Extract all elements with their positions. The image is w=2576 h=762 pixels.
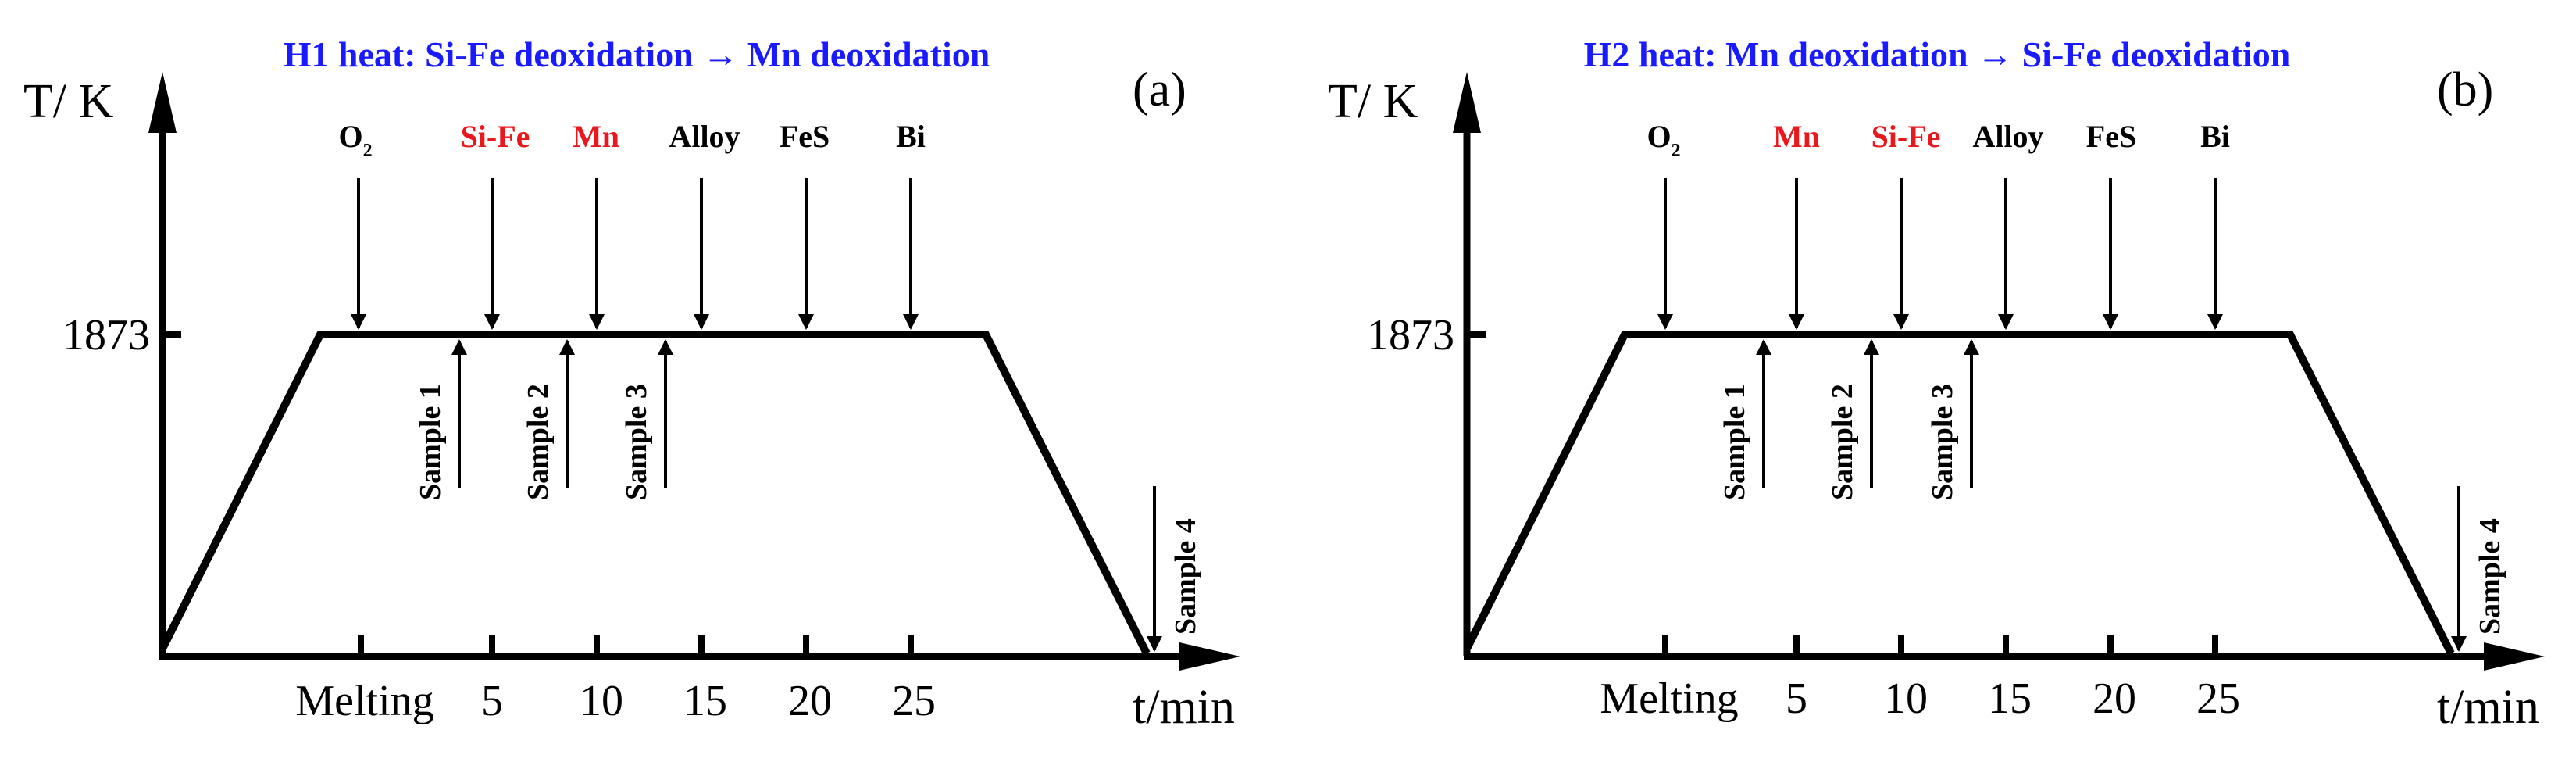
panel-label: (b) bbox=[2437, 63, 2493, 116]
sample-label: Sample 2 bbox=[1826, 384, 1859, 500]
sample-label: Sample 4 bbox=[2474, 518, 2506, 635]
temperature-profile bbox=[1463, 331, 2455, 656]
addition-label: Si-Fe bbox=[461, 119, 530, 154]
addition-label: O2 bbox=[1647, 119, 1680, 161]
addition-label: Alloy bbox=[1972, 119, 2043, 154]
y-axis-arrowhead bbox=[148, 72, 177, 133]
x-tick-label: 20 bbox=[2093, 674, 2136, 723]
panel-label: (a) bbox=[1133, 63, 1186, 116]
x-axis-label: t/min bbox=[1133, 681, 1235, 734]
y-tick-label: 1873 bbox=[62, 311, 150, 360]
panel-a: H1 heat: Si-Fe deoxidation → Mn deoxidat… bbox=[23, 34, 1240, 734]
sample-label: Sample 3 bbox=[1926, 384, 1959, 500]
y-axis-label: T/ K bbox=[23, 75, 114, 128]
sample-label: Sample 1 bbox=[1718, 384, 1751, 500]
x-tick-label: 10 bbox=[580, 677, 623, 725]
x-tick-label: 5 bbox=[1786, 674, 1807, 723]
x-tick-label: 15 bbox=[1988, 674, 2032, 723]
addition-label: Alloy bbox=[669, 119, 740, 154]
x-axis-label: t/min bbox=[2437, 681, 2539, 734]
addition-label: Mn bbox=[1773, 119, 1820, 154]
y-axis-label: T/ K bbox=[1328, 75, 1418, 128]
sample-label: Sample 4 bbox=[1169, 518, 1202, 635]
x-tick-label: Melting bbox=[1600, 674, 1738, 723]
panel-title: H1 heat: Si-Fe deoxidation → Mn deoxidat… bbox=[284, 34, 990, 74]
addition-label: Si-Fe bbox=[1871, 119, 1941, 154]
addition-label: FeS bbox=[2086, 119, 2136, 154]
sample-label: Sample 1 bbox=[414, 384, 447, 500]
addition-label: Mn bbox=[573, 119, 619, 154]
x-tick-label: 5 bbox=[481, 677, 503, 725]
x-tick-label: 25 bbox=[892, 677, 936, 725]
x-tick-label: 20 bbox=[788, 677, 832, 725]
y-axis-arrowhead bbox=[1453, 72, 1481, 133]
sample-label: Sample 2 bbox=[522, 384, 555, 500]
x-tick-label: 10 bbox=[1884, 674, 1928, 723]
sample-label: Sample 3 bbox=[620, 384, 653, 500]
addition-label: O2 bbox=[338, 119, 372, 161]
addition-label: FeS bbox=[780, 119, 830, 154]
panel-title: H2 heat: Mn deoxidation → Si-Fe deoxidat… bbox=[1584, 34, 2291, 74]
panel-b: H2 heat: Mn deoxidation → Si-Fe deoxidat… bbox=[1328, 34, 2545, 734]
x-axis-arrowhead bbox=[2484, 642, 2545, 671]
x-tick-label: 25 bbox=[2196, 674, 2240, 723]
y-tick-label: 1873 bbox=[1367, 311, 1454, 360]
temperature-profile bbox=[159, 331, 1151, 656]
x-tick-label: 15 bbox=[683, 677, 727, 725]
addition-label: Bi bbox=[2200, 119, 2230, 154]
x-axis-arrowhead bbox=[1179, 642, 1240, 671]
x-tick-label: Melting bbox=[295, 677, 433, 725]
addition-label: Bi bbox=[896, 119, 926, 154]
